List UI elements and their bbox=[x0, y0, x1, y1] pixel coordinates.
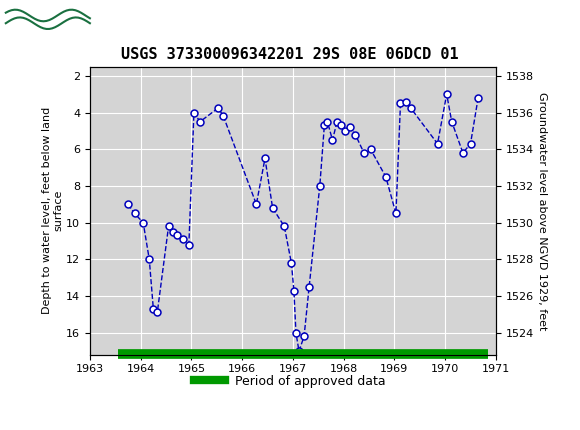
Y-axis label: Groundwater level above NGVD 1929, feet: Groundwater level above NGVD 1929, feet bbox=[536, 92, 547, 330]
Text: USGS 373300096342201 29S 08E 06DCD 01: USGS 373300096342201 29S 08E 06DCD 01 bbox=[121, 47, 459, 62]
Y-axis label: Depth to water level, feet below land
surface: Depth to water level, feet below land su… bbox=[42, 107, 63, 314]
Legend: Period of approved data: Period of approved data bbox=[189, 370, 391, 393]
Bar bbox=[5, 4, 92, 35]
Text: USGS: USGS bbox=[104, 10, 160, 28]
